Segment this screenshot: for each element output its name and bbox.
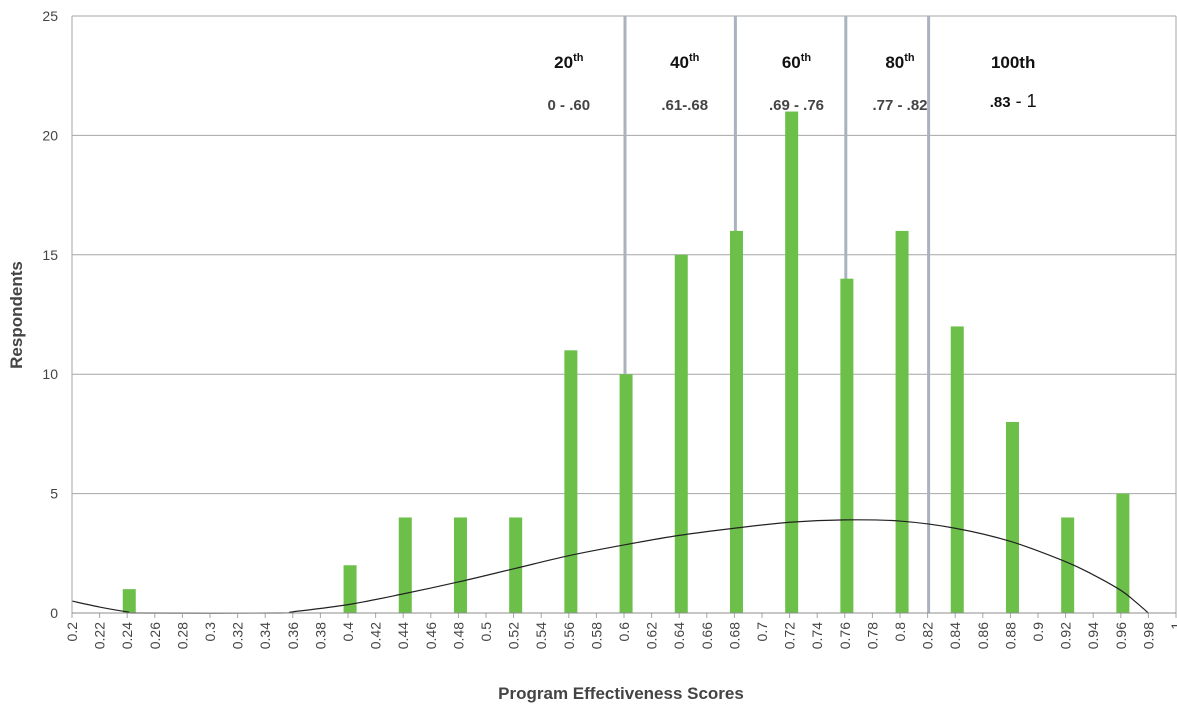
x-tick-label: 0.7 (754, 622, 770, 642)
x-tick-label: 0.64 (671, 622, 687, 649)
bar (509, 517, 523, 613)
x-tick-label: 0.72 (782, 622, 798, 649)
bar (895, 230, 909, 614)
x-axis-title: Program Effectiveness Scores (498, 684, 744, 703)
x-tick-label: 0.86 (975, 622, 991, 649)
bar (840, 278, 854, 613)
bar (1005, 421, 1019, 613)
x-tick-label: 0.6 (616, 622, 632, 642)
x-tick-label: 0.82 (920, 622, 936, 649)
y-tick-label: 10 (42, 366, 58, 382)
x-tick-label: 0.76 (837, 622, 853, 649)
percentile-range: .77 - .82 (872, 97, 927, 114)
percentile-labels: 20th 0 - .60 40th .61-.68 60th .69 - .76 80th.… (548, 52, 1037, 114)
x-tick-label: 0.42 (368, 622, 384, 649)
bar (1116, 493, 1130, 613)
x-tick-label: 0.56 (561, 622, 577, 649)
x-tick-label: 0.58 (588, 622, 604, 649)
x-tick-label: 0.98 (1140, 622, 1156, 649)
y-tick-label: 15 (42, 247, 58, 263)
percentile-range: .61-.68 (661, 97, 708, 114)
x-tick-label: 0.94 (1085, 622, 1101, 649)
y-tick-label: 20 (42, 127, 58, 143)
x-tick-label: 0.46 (423, 622, 439, 649)
x-tick-label: 0.9 (1030, 622, 1046, 642)
percentile-label: 20th (554, 52, 584, 72)
x-tick-label: 0.78 (864, 622, 880, 649)
y-tick-label: 25 (42, 8, 58, 24)
normal-curve-layer (71, 519, 1149, 614)
bar (564, 350, 578, 613)
bar (785, 111, 799, 614)
percentile-label: 80th (885, 52, 915, 72)
x-tick-label: 0.5 (478, 622, 494, 642)
bar (950, 326, 964, 613)
percentile-label: 40th (670, 52, 700, 72)
percentile-range: .69 - .76 (769, 97, 824, 114)
x-tick-label: 0.8 (892, 622, 908, 642)
x-tick-label: 0.96 (1113, 622, 1129, 649)
x-tick-label: 0.54 (533, 622, 549, 649)
percentile-label: 100th (991, 53, 1035, 72)
x-tick-label: 0.4 (340, 622, 356, 642)
x-tick-label: 0.28 (174, 622, 190, 649)
x-tick-label: 0.92 (1058, 622, 1074, 649)
percentile-range: .83 - 1 (990, 91, 1037, 111)
bar (453, 517, 467, 613)
bar (619, 374, 633, 613)
normal-curve (71, 519, 1149, 614)
bar (1061, 517, 1075, 613)
bars (122, 111, 1130, 614)
bar (122, 589, 136, 613)
x-tick-label: 0.84 (947, 622, 963, 649)
bar (398, 517, 412, 613)
y-tick-label: 0 (50, 605, 58, 621)
x-tick-label: 0.44 (395, 622, 411, 649)
x-tick-label: 0.62 (644, 622, 660, 649)
x-tick-label: 0.52 (506, 622, 522, 649)
x-tick-label: 0.88 (1002, 622, 1018, 649)
x-tick-label: 0.32 (230, 622, 246, 649)
percentile-range: 0 - .60 (548, 97, 591, 114)
x-tick-label: 0.38 (312, 622, 328, 649)
bar (729, 230, 743, 614)
x-tick-label: 0.22 (92, 622, 108, 649)
bar (674, 254, 688, 614)
x-tick-label: 0.74 (809, 622, 825, 649)
x-tick-label: 0.2 (64, 622, 80, 642)
x-tick-label: 0.34 (257, 622, 273, 649)
x-tick-label: 0.26 (147, 622, 163, 649)
bar (343, 565, 357, 613)
x-tick-label: 0.66 (699, 622, 715, 649)
y-tick-label: 5 (50, 486, 58, 502)
x-tick-label: 0.3 (202, 622, 218, 642)
percentile-label: 60th (782, 52, 812, 72)
x-tick-label: 0.24 (119, 622, 135, 649)
y-axis-title: Respondents (7, 261, 26, 369)
x-tick-label: 1 (1168, 622, 1177, 630)
x-tick-label: 0.48 (450, 622, 466, 649)
x-tick-label: 0.68 (726, 622, 742, 649)
axes: 0 5 10 15 20 25 0.2 0.22 0.24 0.26 0.28 0.3 0.32 0.34… (42, 8, 1177, 649)
x-tick-label: 0.36 (285, 622, 301, 649)
